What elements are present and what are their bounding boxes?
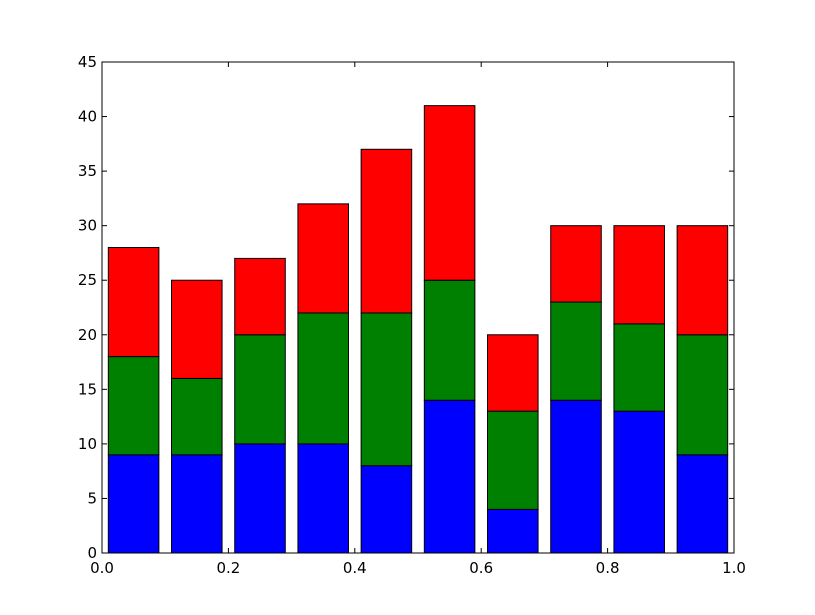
bar-series2-8 xyxy=(550,301,602,401)
bar-series2-1 xyxy=(107,356,160,456)
y-tick-label: 10 xyxy=(78,435,97,453)
bar-series2-10 xyxy=(676,334,729,456)
tick-labels-group: 0.0 0.2 0.4 0.6 0.8 1.0 0 5 10 15 20 25 30 35 40 45 xyxy=(78,53,746,577)
bar-series1-9 xyxy=(613,410,665,554)
bar-series2-2 xyxy=(171,377,223,456)
bar-series1-3 xyxy=(234,443,286,554)
bar-series3-5 xyxy=(360,148,413,314)
bar-series3-7 xyxy=(487,334,539,412)
bar-series1-7 xyxy=(487,508,539,554)
y-tick-label: 25 xyxy=(78,271,97,289)
bar-series3-1 xyxy=(107,246,160,358)
bar-series1-5 xyxy=(360,465,413,554)
bars-group xyxy=(107,105,729,554)
y-tick-label: 5 xyxy=(87,489,97,507)
y-tick-label: 35 xyxy=(78,162,97,180)
bar-series2-5 xyxy=(360,312,413,467)
bar-series3-3 xyxy=(234,257,286,336)
bar-series3-10 xyxy=(676,225,729,336)
bar-series1-6 xyxy=(423,399,476,554)
bar-series2-4 xyxy=(297,312,349,445)
y-tick-label: 45 xyxy=(78,53,97,71)
bar-series2-9 xyxy=(613,323,665,412)
bar-series2-7 xyxy=(487,410,539,510)
y-tick-label: 15 xyxy=(78,380,97,398)
bar-series1-1 xyxy=(107,454,160,554)
x-tick-label: 0.2 xyxy=(216,559,240,577)
bar-series3-2 xyxy=(171,279,223,379)
bar-series1-8 xyxy=(550,399,602,554)
bar-series2-6 xyxy=(423,279,476,401)
y-tick-label: 40 xyxy=(78,108,97,126)
bar-series1-10 xyxy=(676,454,729,554)
bar-series3-9 xyxy=(613,225,665,325)
bar-series2-3 xyxy=(234,334,286,445)
x-tick-label: 0.0 xyxy=(90,559,114,577)
bar-series1-4 xyxy=(297,443,349,554)
bar-series3-8 xyxy=(550,225,602,303)
y-tick-label: 30 xyxy=(78,217,97,235)
x-tick-label: 1.0 xyxy=(722,559,746,577)
bar-series1-2 xyxy=(171,454,223,554)
bar-series3-4 xyxy=(297,203,349,314)
y-tick-label: 20 xyxy=(78,326,97,344)
y-tick-label: 0 xyxy=(87,544,97,562)
bar-series3-6 xyxy=(423,105,476,281)
x-tick-label: 0.4 xyxy=(343,559,367,577)
axes-frame xyxy=(101,61,735,554)
x-tick-label: 0.6 xyxy=(469,559,493,577)
x-tick-label: 0.8 xyxy=(596,559,620,577)
